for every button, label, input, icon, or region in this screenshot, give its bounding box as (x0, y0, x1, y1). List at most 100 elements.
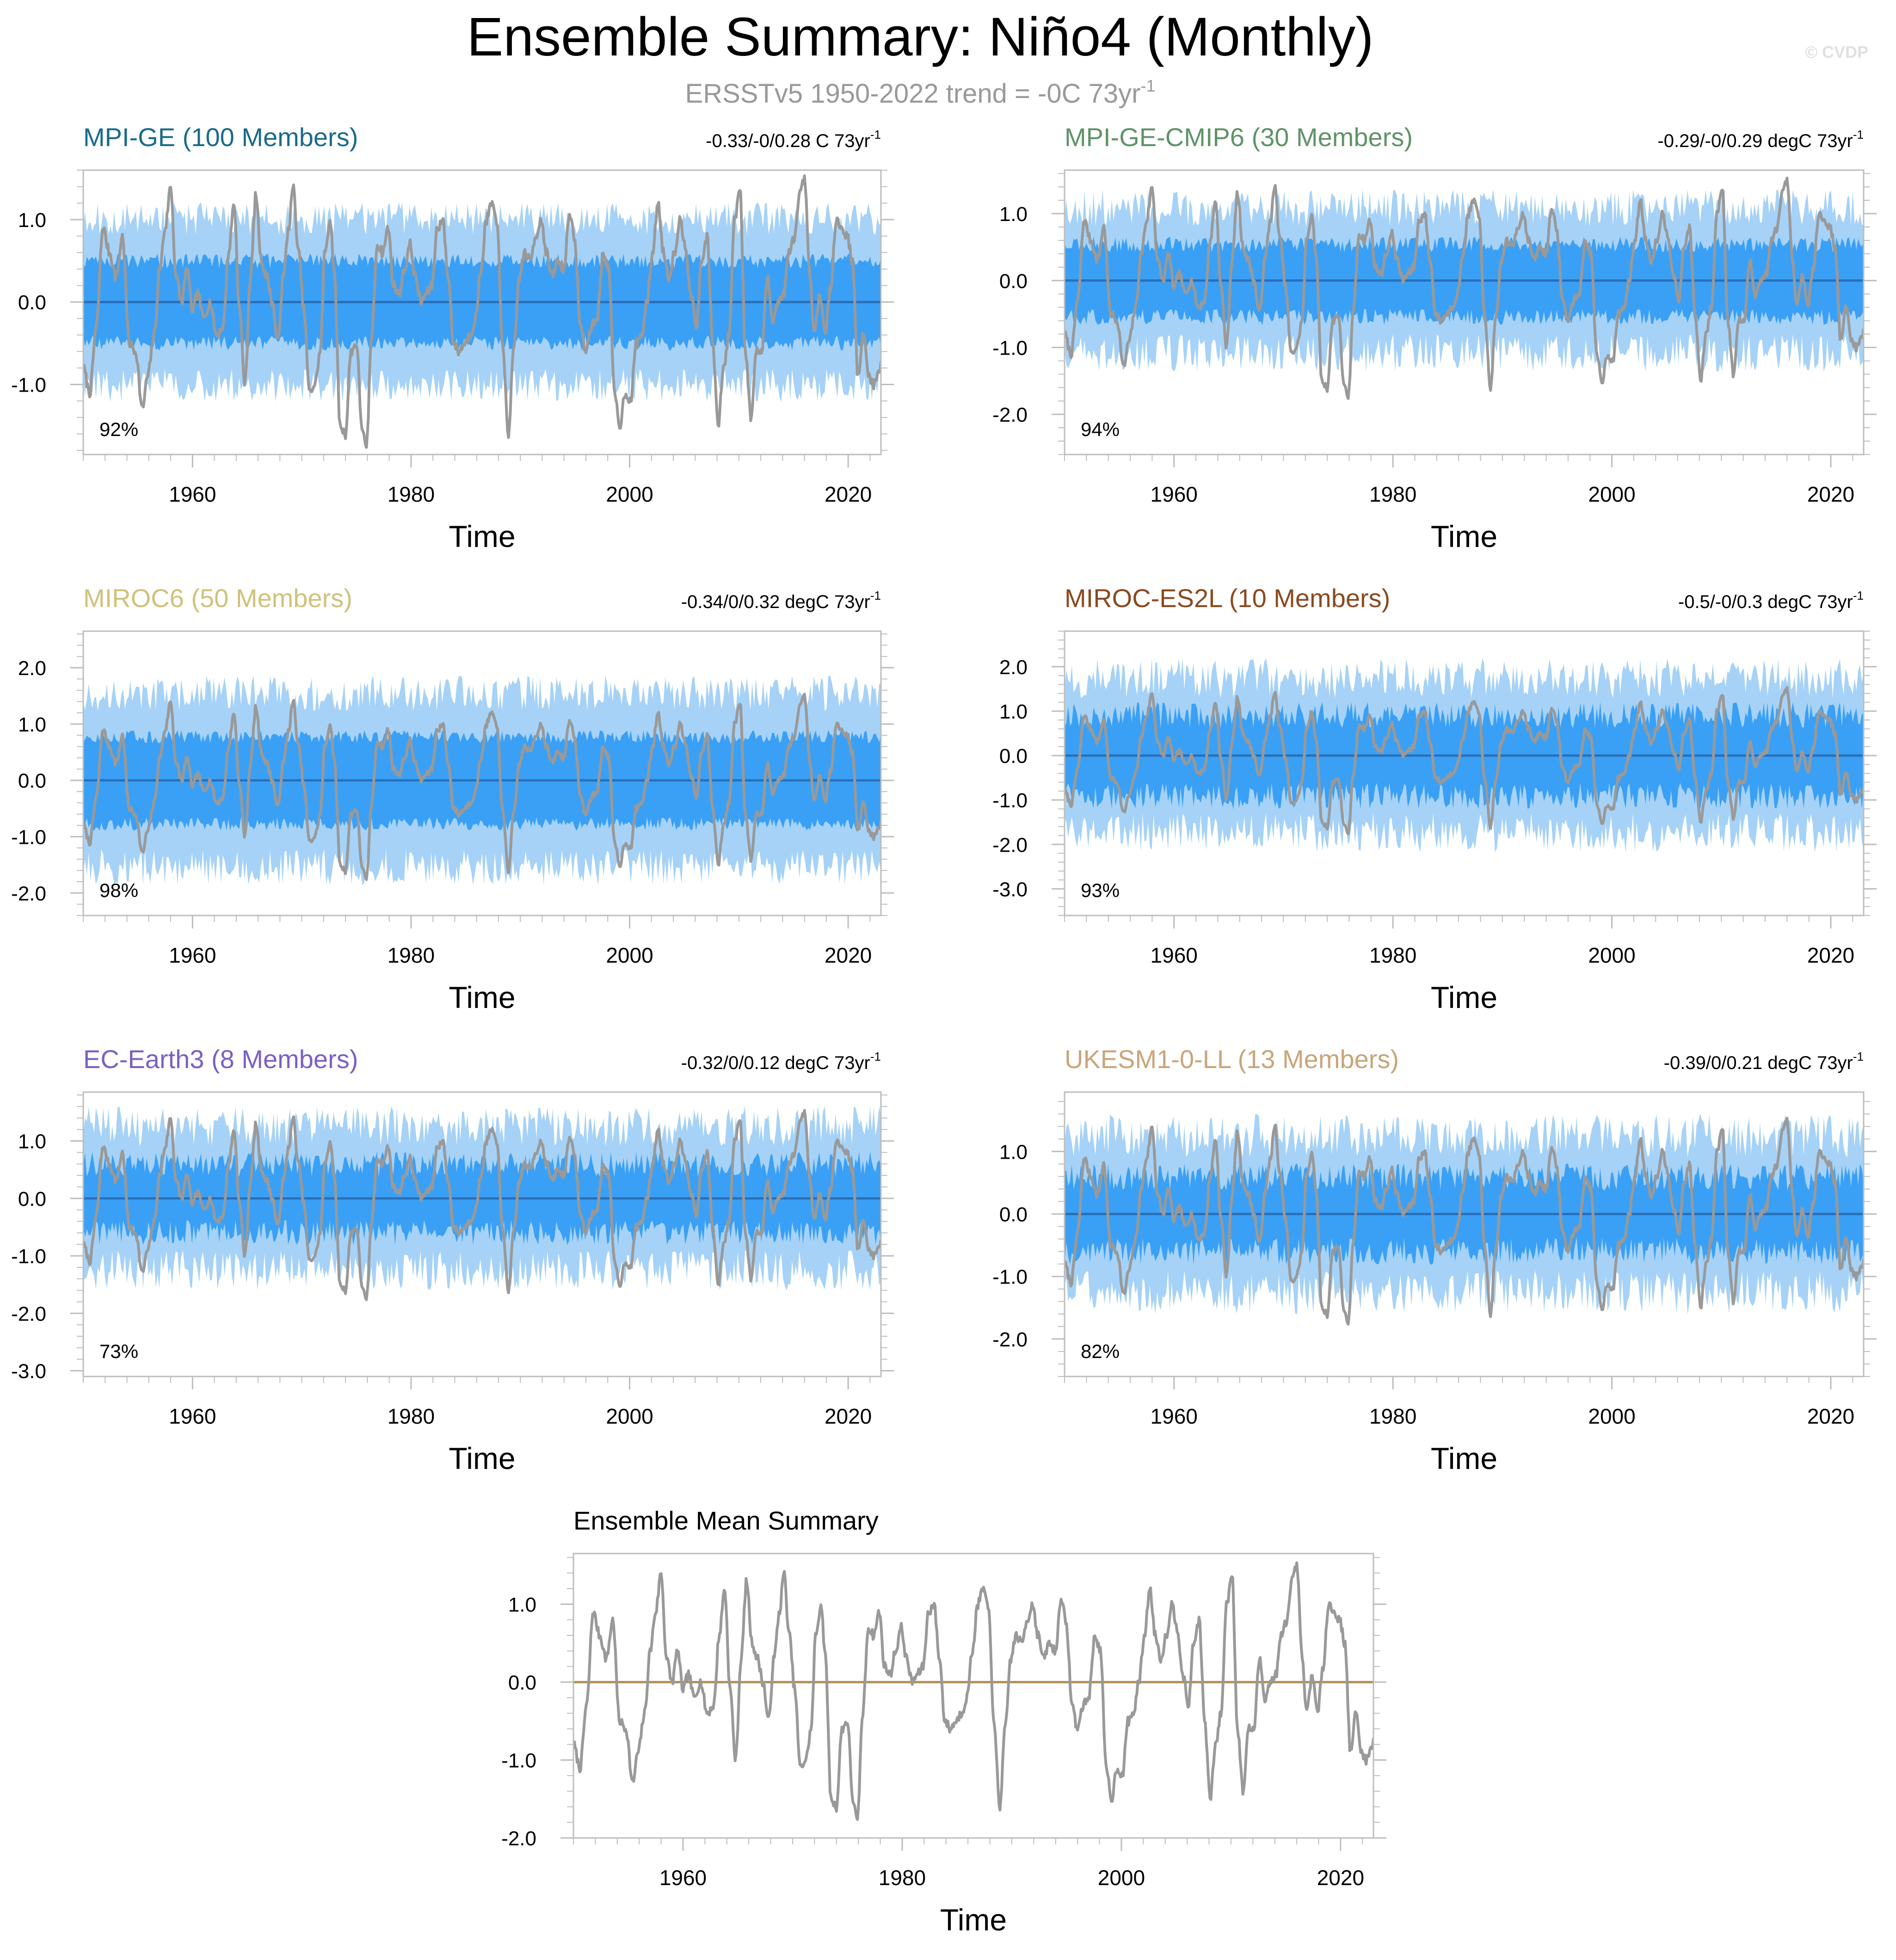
y-tick-label: 0.0 (18, 770, 46, 793)
x-tick-label: 1960 (1151, 1404, 1198, 1428)
trend-label-sup: -1 (870, 128, 881, 141)
panel-title: MPI-GE (100 Members) (83, 123, 358, 152)
x-tick-label: 2000 (1588, 1404, 1635, 1428)
x-tick-label: 1980 (1369, 943, 1416, 967)
panel-4: 2.0 1.0 0.0 -1.0 -2.0 -3.0 1960 1980 2000 2020 Tim… (992, 584, 1877, 1014)
x-tick-label: 1960 (659, 1866, 707, 1890)
x-axis-label: Time (1431, 519, 1497, 553)
plot-area (83, 174, 881, 449)
percent-label: 98% (99, 879, 138, 901)
trend-label-text: -0.33/-0/0.28 C 73yr (706, 131, 870, 151)
x-tick-label: 2000 (1098, 1866, 1145, 1890)
x-tick-label: 1980 (1369, 1404, 1416, 1428)
panel-title: MPI-GE-CMIP6 (30 Members) (1065, 123, 1413, 152)
observations-line (83, 693, 881, 881)
trend-label-text: -0.39/0/0.21 degC 73yr (1664, 1053, 1853, 1073)
y-tick-label: -1.0 (992, 337, 1028, 359)
observations-line (1065, 686, 1864, 836)
trend-label-sup: -1 (1853, 1050, 1864, 1063)
trend-label: -0.5/-0/0.3 degC 73yr-1 (1678, 589, 1864, 612)
y-tick-label: -2.0 (11, 882, 46, 905)
trend-label: -0.32/0/0.12 degC 73yr-1 (681, 1050, 881, 1073)
trend-label-sup: -1 (1853, 128, 1864, 141)
panel-title: MIROC6 (50 Members) (83, 584, 352, 613)
panel-title: EC-Earth3 (8 Members) (83, 1045, 358, 1074)
y-tick-label: 0.0 (999, 745, 1028, 768)
x-axis-label: Time (1431, 980, 1497, 1014)
axes-frame (572, 1553, 1374, 1839)
figure-subtitle-sup: -1 (1140, 76, 1155, 95)
cvdp-watermark: © CVDP (1805, 43, 1868, 61)
x-tick-label: 1980 (388, 943, 435, 967)
x-axis-label: Time (1431, 1441, 1497, 1475)
x-tick-label: 2020 (1807, 482, 1854, 506)
x-tick-label: 1960 (1151, 482, 1198, 506)
y-tick-label: 0.0 (18, 1188, 46, 1210)
y-tick-label: 1.0 (18, 1131, 46, 1153)
panel-7: 1.0 0.0 -1.0 -2.0 1960 1980 2000 2020 Time Ensemb… (501, 1506, 1386, 1937)
observations-line (573, 1561, 1373, 1821)
plot-area (1065, 658, 1864, 853)
y-tick-label: 0.0 (508, 1671, 536, 1694)
x-tick-label: 2000 (1588, 943, 1635, 967)
y-tick-label: 0.0 (999, 270, 1028, 293)
percent-label: 82% (1081, 1340, 1120, 1362)
x-tick-label: 2000 (1588, 482, 1635, 506)
trend-label: -0.34/0/0.32 degC 73yr-1 (681, 589, 881, 612)
observations-line (83, 1109, 881, 1301)
plot-area (573, 1561, 1373, 1821)
trend-label: -0.39/0/0.21 degC 73yr-1 (1664, 1050, 1864, 1073)
trend-label-text: -0.34/0/0.32 degC 73yr (681, 592, 870, 612)
axes-frame (82, 1091, 882, 1377)
y-tick-label: -3.0 (992, 878, 1028, 901)
x-tick-label: 2000 (606, 482, 653, 506)
y-tick-label: -1.0 (11, 826, 46, 849)
x-tick-label: 1960 (169, 943, 216, 967)
trend-label: -0.33/-0/0.28 C 73yr-1 (706, 128, 881, 151)
x-axis-label: Time (940, 1903, 1007, 1937)
panel-2: 1.0 0.0 -1.0 -2.0 1960 1980 2000 2020 Time MPI-GE… (992, 123, 1877, 553)
y-tick-label: -1.0 (11, 374, 46, 396)
percent-label: 93% (1081, 879, 1120, 901)
y-tick-label: 2.0 (999, 656, 1028, 679)
x-tick-label: 2020 (825, 943, 872, 967)
x-axis-label: Time (449, 1441, 515, 1475)
observations-line (1065, 1117, 1864, 1326)
y-tick-label: -1.0 (501, 1750, 536, 1772)
y-tick-label: -3.0 (11, 1360, 46, 1383)
axes-frame (1064, 1091, 1865, 1377)
x-tick-label: 1980 (388, 482, 435, 506)
observations-line (1065, 177, 1864, 400)
y-tick-label: -2.0 (992, 834, 1028, 856)
observations-line (83, 174, 881, 449)
trend-label-text: -0.5/-0/0.3 degC 73yr (1678, 592, 1853, 612)
x-tick-label: 2020 (1317, 1866, 1364, 1890)
x-tick-label: 1960 (169, 482, 216, 506)
y-tick-label: 1.0 (999, 700, 1028, 723)
x-tick-label: 2020 (1807, 943, 1854, 967)
axes-frame (82, 630, 882, 916)
trend-label-text: -0.32/0/0.12 degC 73yr (681, 1053, 870, 1073)
y-tick-label: -1.0 (11, 1245, 46, 1268)
figure-subtitle-text: ERSSTv5 1950-2022 trend = -0C 73yr (685, 79, 1141, 109)
percent-label: 92% (99, 418, 138, 440)
y-tick-label: 1.0 (18, 713, 46, 736)
y-tick-label: -2.0 (11, 1303, 46, 1325)
y-tick-label: 0.0 (18, 291, 46, 314)
y-tick-label: 1.0 (999, 1141, 1028, 1163)
x-tick-label: 2020 (1807, 1404, 1854, 1428)
x-tick-label: 1980 (1369, 482, 1416, 506)
plot-area (83, 1106, 881, 1301)
x-tick-label: 1980 (388, 1404, 435, 1428)
y-tick-label: -2.0 (501, 1827, 536, 1850)
y-tick-label: -1.0 (992, 1266, 1028, 1289)
percent-label: 94% (1081, 418, 1120, 440)
plot-area (1065, 1113, 1864, 1326)
panel-title: MIROC-ES2L (10 Members) (1065, 584, 1390, 613)
x-tick-label: 2000 (606, 1404, 653, 1428)
trend-label-sup: -1 (870, 1050, 881, 1063)
x-axis-label: Time (449, 519, 515, 553)
figure-title: Ensemble Summary: Niño4 (Monthly) (467, 6, 1374, 68)
y-tick-label: 0.0 (999, 1204, 1028, 1226)
